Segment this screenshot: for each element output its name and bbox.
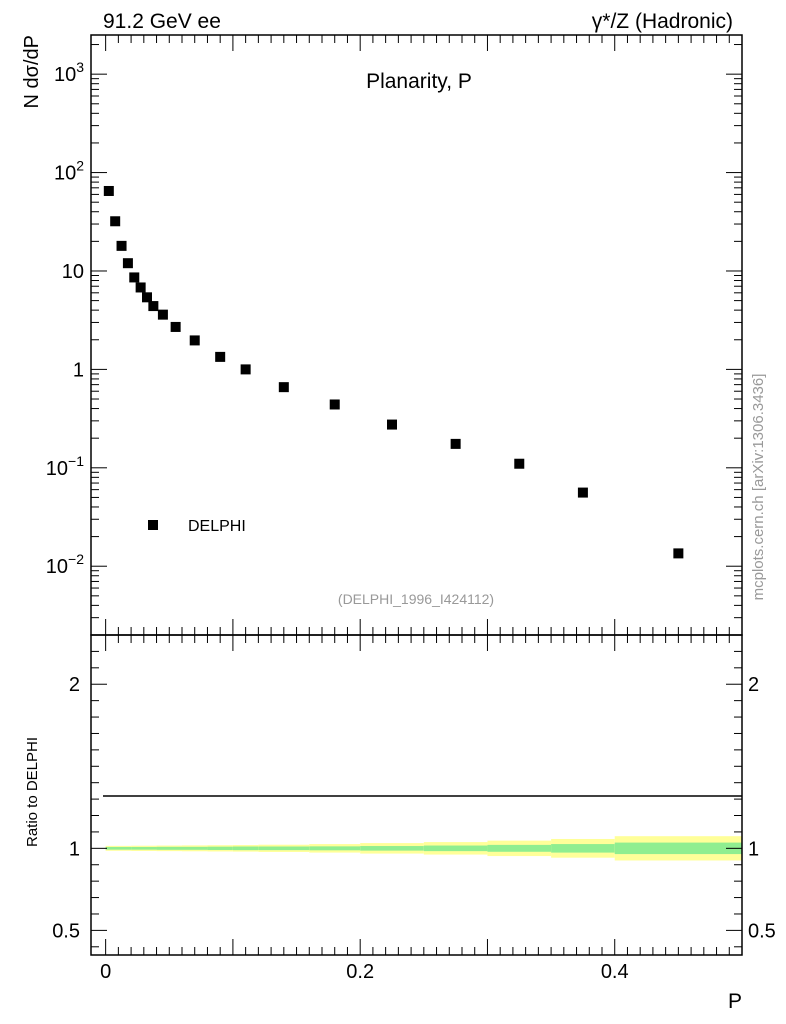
ratio-tick-label: 2 xyxy=(748,674,759,696)
main-plot-frame xyxy=(90,34,743,636)
data-point xyxy=(577,487,588,498)
ratio-inner-band xyxy=(258,846,310,851)
header-process-label: γ*/Z (Hadronic) xyxy=(592,10,733,33)
y-tick-label: 1 xyxy=(73,359,84,381)
ratio-tick-label: 0.5 xyxy=(748,920,776,942)
x-tick-label: 0 xyxy=(100,961,111,983)
y-tick-label: 10 xyxy=(62,261,84,283)
ratio-plot-frame xyxy=(90,634,743,956)
data-point xyxy=(148,301,159,312)
ratio-tick-label: 1 xyxy=(69,838,80,860)
data-points xyxy=(103,185,684,559)
x-axis-label: P xyxy=(728,990,742,1013)
data-point xyxy=(673,548,684,559)
ratio-inner-band xyxy=(614,842,742,855)
ratio-inner-band xyxy=(423,845,488,852)
ratio-tick-label: 2 xyxy=(69,674,80,696)
data-point xyxy=(329,399,340,410)
ratio-uncertainty-bands xyxy=(105,836,742,861)
data-point xyxy=(514,458,525,469)
ratio-tick-label: 0.5 xyxy=(52,920,80,942)
data-point xyxy=(103,185,114,196)
y-tick-label: 10−1 xyxy=(46,453,84,480)
data-point xyxy=(387,419,397,430)
ratio-y-axis-label: Ratio to DELPHI xyxy=(24,737,41,847)
legend-label: DELPHI xyxy=(188,518,246,535)
data-point xyxy=(240,364,251,375)
legend-marker xyxy=(148,520,158,530)
ratio-inner-band xyxy=(156,846,182,850)
ratio-inner-band xyxy=(487,844,552,852)
plot-title: Planarity, P xyxy=(366,70,472,93)
source-watermark: mcplots.cern.ch [arXiv:1306.3436] xyxy=(750,374,767,601)
x-tick-label: 0.2 xyxy=(346,961,374,983)
ratio-inner-band xyxy=(360,846,424,851)
data-point xyxy=(135,282,146,293)
data-point xyxy=(189,335,200,346)
ratio-tick-label: 1 xyxy=(748,838,759,860)
data-point xyxy=(170,321,181,332)
data-point xyxy=(110,216,121,227)
main-plot: 10−2 10−1 1 10 102 103 Planarity, P (DELPHI_1… xyxy=(21,34,743,636)
data-point xyxy=(157,309,168,320)
data-point xyxy=(129,272,140,283)
ratio-inner-band xyxy=(207,846,233,850)
ratio-inner-band xyxy=(309,846,361,851)
data-point xyxy=(116,240,127,251)
data-point xyxy=(278,382,289,393)
analysis-id: (DELPHI_1996_I424112) xyxy=(338,591,494,607)
ratio-plot: 0.5 0.5 1 1 2 2 Ratio to DELPHI xyxy=(24,634,776,956)
data-point xyxy=(142,292,152,303)
ratio-inner-band xyxy=(182,846,208,850)
data-point xyxy=(450,438,461,449)
header-energy-label: 91.2 GeV ee xyxy=(103,10,221,33)
ratio-inner-band xyxy=(551,844,615,853)
ratio-inner-band xyxy=(105,847,132,850)
data-point xyxy=(215,351,226,362)
data-point xyxy=(122,258,133,269)
y-tick-label: 10−2 xyxy=(46,551,84,578)
y-tick-label: 102 xyxy=(54,158,84,185)
x-axis-ticks: 0 0.2 0.4 xyxy=(100,35,743,983)
main-y-ticks: 10−2 10−1 1 10 102 103 xyxy=(46,44,742,636)
x-tick-label: 0.4 xyxy=(601,961,629,983)
y-axis-label: N dσ/dP xyxy=(21,35,43,109)
y-tick-label: 103 xyxy=(54,59,84,86)
ratio-y-ticks: 0.5 0.5 1 1 2 2 xyxy=(52,634,776,948)
ratio-inner-band xyxy=(232,846,259,851)
ratio-inner-band xyxy=(131,847,157,850)
